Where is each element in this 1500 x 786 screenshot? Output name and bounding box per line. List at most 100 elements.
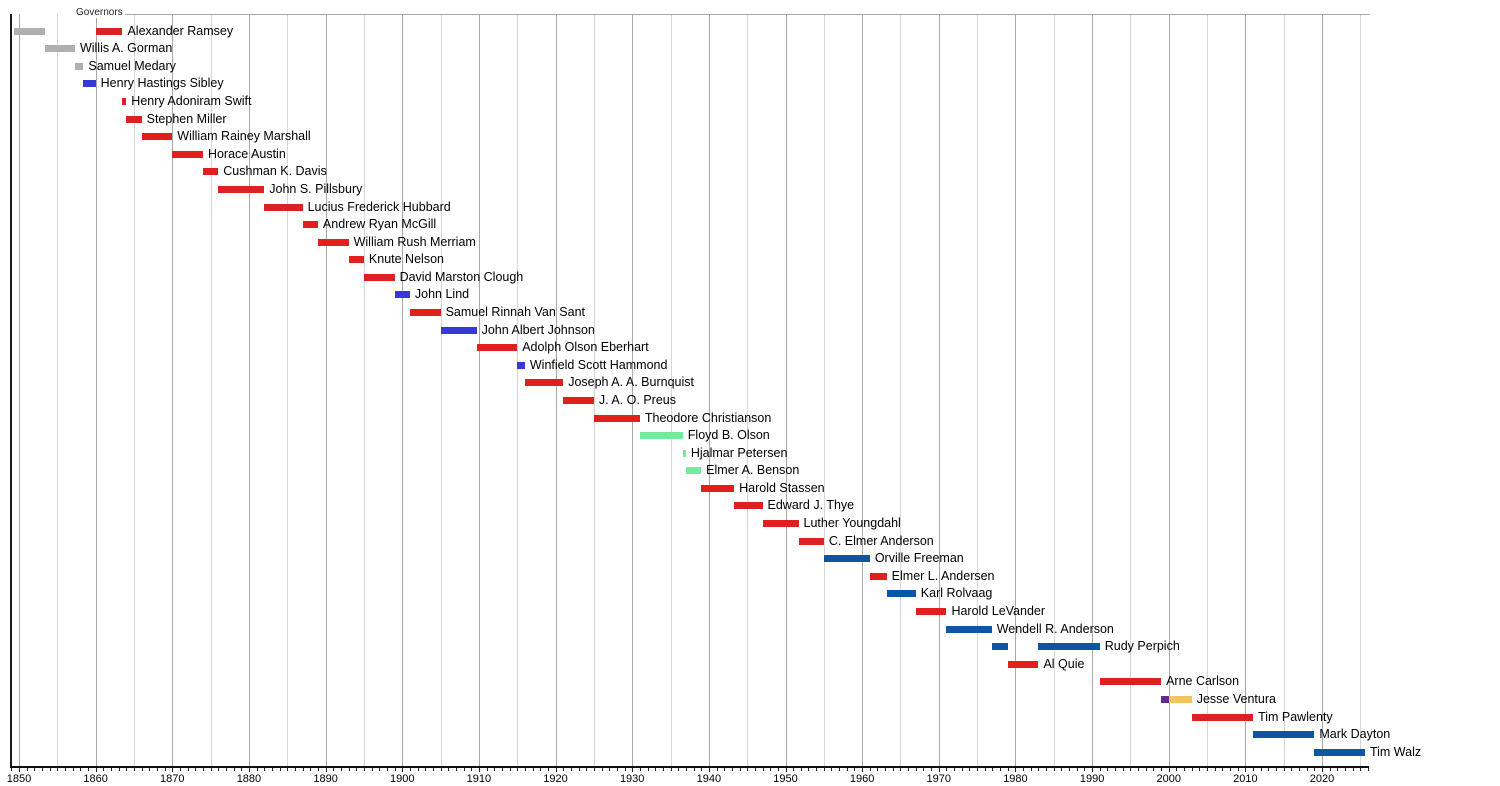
gridline-1930 — [632, 14, 634, 766]
term-bar[interactable] — [1099, 678, 1162, 686]
governor-label[interactable]: David Marston Clough — [399, 269, 524, 284]
term-bar[interactable] — [869, 572, 887, 580]
governor-label[interactable]: Harold Stassen — [739, 480, 825, 495]
chart-title: Governors — [74, 7, 125, 18]
governor-label[interactable]: J. A. O. Preus — [598, 392, 676, 407]
governor-label[interactable]: Henry Adoniram Swift — [131, 94, 252, 109]
gridline-2005 — [1207, 14, 1209, 766]
term-bar[interactable] — [823, 555, 870, 563]
x-axis-label: 1980 — [1003, 772, 1028, 785]
x-axis-tick — [1276, 767, 1278, 771]
governor-label[interactable]: Samuel Rinnah Van Sant — [445, 305, 586, 320]
term-bar[interactable] — [886, 590, 916, 598]
term-bar[interactable] — [915, 608, 947, 615]
governor-label[interactable]: Cushman K. Davis — [223, 164, 327, 179]
term-bar[interactable] — [1038, 643, 1100, 651]
term-bar[interactable] — [202, 168, 219, 176]
x-axis-tick — [969, 767, 971, 771]
term-bar[interactable] — [946, 625, 992, 633]
governor-label[interactable]: Knute Nelson — [368, 252, 444, 267]
governor-label[interactable]: Edward J. Thye — [767, 498, 855, 513]
governor-label[interactable]: Karl Rolvaag — [920, 586, 993, 601]
term-bar[interactable] — [1007, 660, 1039, 668]
governor-label[interactable]: Adolph Olson Eberhart — [522, 340, 649, 355]
governor-label[interactable]: Hjalmar Petersen — [690, 445, 788, 460]
governor-label[interactable]: John Lind — [414, 287, 470, 302]
term-bar[interactable] — [1191, 713, 1254, 721]
governor-label[interactable]: Theodore Christianson — [644, 410, 772, 425]
governor-label[interactable]: Al Quie — [1043, 656, 1085, 671]
x-axis-tick — [248, 767, 250, 772]
governor-label[interactable]: Willis A. Gorman — [79, 41, 173, 56]
governor-label[interactable]: Tim Pawlenty — [1258, 709, 1333, 724]
term-bar[interactable] — [762, 520, 799, 528]
term-bar[interactable] — [218, 185, 265, 193]
governor-label[interactable]: Rudy Perpich — [1104, 639, 1180, 654]
term-bar[interactable] — [45, 45, 75, 53]
term-bar[interactable] — [701, 484, 735, 492]
governor-label[interactable]: Stephen Miller — [146, 111, 227, 126]
term-bar[interactable] — [798, 537, 824, 545]
governor-label[interactable]: Jesse Ventura — [1196, 691, 1276, 706]
term-bar[interactable] — [1314, 748, 1365, 756]
governor-label[interactable]: Horace Austin — [207, 146, 286, 161]
term-bar[interactable] — [563, 396, 594, 404]
term-bar[interactable] — [685, 467, 702, 475]
governor-label[interactable]: C. Elmer Anderson — [828, 533, 934, 548]
term-bar[interactable] — [409, 309, 441, 317]
governor-label[interactable]: Luther Youngdahl — [803, 516, 901, 531]
governor-label[interactable]: William Rainey Marshall — [177, 129, 311, 144]
term-bar[interactable] — [348, 256, 364, 264]
term-bar[interactable] — [1253, 731, 1315, 739]
governor-label[interactable]: Joseph A. A. Burnquist — [568, 375, 694, 390]
governor-label[interactable]: Harold LeVander — [951, 604, 1046, 618]
governor-label[interactable]: John S. Pillsbury — [269, 181, 363, 196]
term-bar[interactable] — [172, 150, 203, 158]
governor-label[interactable]: Arne Carlson — [1166, 674, 1240, 689]
governor-label[interactable]: William Rush Merriam — [353, 234, 476, 249]
term-bar[interactable] — [95, 27, 123, 35]
governor-label[interactable]: Samuel Medary — [88, 58, 176, 73]
x-axis-tick — [624, 767, 626, 771]
governor-label[interactable]: Alexander Ramsey — [127, 23, 234, 38]
governor-label[interactable]: Elmer L. Andersen — [891, 568, 995, 583]
governor-label[interactable]: Tim Walz — [1369, 744, 1422, 759]
x-axis-tick — [471, 767, 473, 771]
governor-label[interactable]: John Albert Johnson — [481, 322, 595, 337]
term-bar[interactable] — [682, 449, 686, 457]
governor-label[interactable]: Orville Freeman — [874, 551, 964, 566]
term-bar[interactable] — [14, 27, 46, 35]
governor-label[interactable]: Mark Dayton — [1319, 727, 1391, 742]
term-bar[interactable] — [440, 326, 477, 334]
term-bar[interactable] — [524, 379, 564, 387]
governor-label[interactable]: Andrew Ryan McGill — [322, 217, 437, 232]
term-bar[interactable] — [1161, 695, 1169, 703]
x-axis-tick — [126, 767, 128, 771]
governor-label[interactable]: Elmer A. Benson — [706, 463, 800, 478]
governor-label[interactable]: Henry Hastings Sibley — [100, 76, 224, 91]
term-bar[interactable] — [83, 80, 96, 88]
term-bar[interactable] — [141, 133, 173, 141]
term-bar[interactable] — [264, 203, 303, 211]
term-bar[interactable] — [476, 344, 518, 352]
term-bar[interactable] — [317, 238, 349, 246]
gridline-1860 — [95, 14, 97, 766]
term-bar[interactable] — [1168, 695, 1192, 703]
governor-label[interactable]: Wendell R. Anderson — [996, 621, 1114, 636]
term-bar[interactable] — [126, 115, 142, 123]
term-bar[interactable] — [122, 98, 127, 106]
x-axis-tick — [64, 767, 66, 771]
term-bar[interactable] — [593, 414, 640, 422]
governor-label[interactable]: Lucius Frederick Hubbard — [307, 199, 451, 214]
term-bar[interactable] — [394, 291, 410, 299]
term-bar[interactable] — [991, 643, 1008, 651]
governor-label[interactable]: Floyd B. Olson — [687, 428, 770, 443]
x-axis-tick — [287, 767, 289, 771]
term-bar[interactable] — [363, 273, 395, 281]
governor-label[interactable]: Winfield Scott Hammond — [529, 357, 668, 372]
term-bar[interactable] — [734, 502, 763, 510]
term-bar[interactable] — [74, 62, 84, 70]
term-bar[interactable] — [302, 221, 318, 229]
term-bar[interactable] — [517, 361, 525, 369]
term-bar[interactable] — [639, 432, 683, 440]
